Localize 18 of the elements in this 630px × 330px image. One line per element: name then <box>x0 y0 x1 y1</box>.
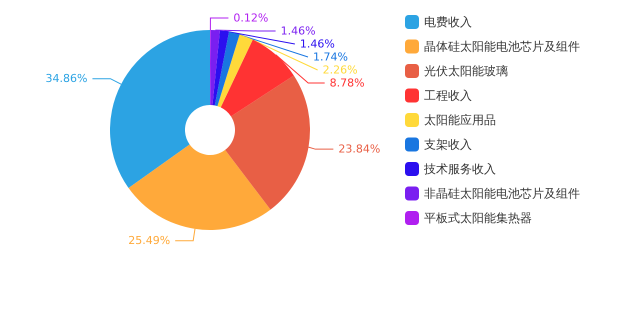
data-label: 2.26% <box>322 64 358 76</box>
data-label: 8.78% <box>330 76 365 90</box>
legend-label: 非晶硅太阳能电池芯片及组件 <box>424 186 580 200</box>
data-label: 25.49% <box>128 234 170 248</box>
legend-label: 工程收入 <box>424 88 472 102</box>
legend-label: 平板式太阳能集热器 <box>424 211 532 225</box>
data-label: 1.46% <box>280 24 316 38</box>
legend-label: 太阳能应用品 <box>424 113 496 127</box>
legend-label: 电费收入 <box>424 15 472 29</box>
legend-label: 光伏太阳能玻璃 <box>424 64 508 78</box>
legend-label: 技术服务收入 <box>423 162 496 176</box>
legend-label: 晶体硅太阳能电池芯片及组件 <box>424 40 580 54</box>
data-label: 34.86% <box>45 72 88 86</box>
data-label: 0.12% <box>233 12 268 24</box>
data-label: 1.46% <box>300 38 335 50</box>
data-label: 1.74% <box>313 50 348 64</box>
legend-label: 支架收入 <box>424 138 472 152</box>
data-label: 23.84% <box>338 142 380 156</box>
